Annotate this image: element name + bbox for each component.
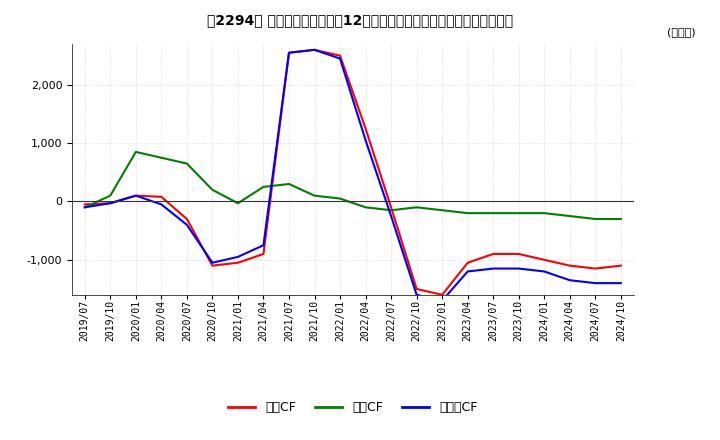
投資CF	[464, 210, 472, 216]
投資CF	[106, 193, 114, 198]
フリーCF	[489, 266, 498, 271]
投資CF	[413, 205, 421, 210]
投資CF	[310, 193, 319, 198]
Text: 【2294】 キャッシュフローの12か月移動合計の対前年同期増減額の推移: 【2294】 キャッシュフローの12か月移動合計の対前年同期増減額の推移	[207, 13, 513, 27]
営業CF	[208, 263, 217, 268]
投資CF	[336, 196, 344, 201]
営業CF	[565, 263, 574, 268]
営業CF	[413, 286, 421, 292]
投資CF	[361, 205, 370, 210]
フリーCF	[591, 280, 600, 286]
営業CF	[438, 292, 446, 297]
営業CF	[361, 126, 370, 131]
営業CF	[540, 257, 549, 262]
フリーCF	[132, 193, 140, 198]
フリーCF	[81, 205, 89, 210]
Legend: 営業CF, 投資CF, フリーCF: 営業CF, 投資CF, フリーCF	[222, 396, 483, 419]
投資CF	[208, 187, 217, 192]
フリーCF	[183, 222, 192, 227]
フリーCF	[310, 47, 319, 52]
営業CF	[132, 193, 140, 198]
フリーCF	[565, 278, 574, 283]
フリーCF	[284, 50, 293, 55]
営業CF	[591, 266, 600, 271]
フリーCF	[464, 269, 472, 274]
営業CF	[464, 260, 472, 265]
フリーCF	[361, 138, 370, 143]
投資CF	[157, 155, 166, 160]
投資CF	[132, 149, 140, 154]
Text: (百万円): (百万円)	[667, 27, 696, 37]
営業CF	[489, 251, 498, 257]
投資CF	[489, 210, 498, 216]
投資CF	[284, 181, 293, 187]
投資CF	[616, 216, 625, 222]
フリーCF	[438, 298, 446, 303]
フリーCF	[514, 266, 523, 271]
Line: 営業CF: 営業CF	[85, 50, 621, 295]
投資CF	[259, 184, 268, 190]
フリーCF	[208, 260, 217, 265]
投資CF	[183, 161, 192, 166]
営業CF	[157, 194, 166, 199]
Line: フリーCF: フリーCF	[85, 50, 621, 301]
営業CF	[233, 260, 242, 265]
営業CF	[81, 202, 89, 207]
営業CF	[616, 263, 625, 268]
投資CF	[591, 216, 600, 222]
フリーCF	[233, 254, 242, 260]
フリーCF	[259, 242, 268, 248]
営業CF	[259, 251, 268, 257]
営業CF	[284, 50, 293, 55]
投資CF	[81, 205, 89, 210]
フリーCF	[616, 280, 625, 286]
営業CF	[183, 216, 192, 222]
営業CF	[336, 53, 344, 59]
投資CF	[565, 213, 574, 219]
フリーCF	[157, 202, 166, 207]
フリーCF	[540, 269, 549, 274]
投資CF	[540, 210, 549, 216]
フリーCF	[106, 201, 114, 206]
投資CF	[514, 210, 523, 216]
投資CF	[438, 208, 446, 213]
投資CF	[233, 201, 242, 206]
フリーCF	[413, 292, 421, 297]
フリーCF	[336, 56, 344, 61]
営業CF	[514, 251, 523, 257]
Line: 投資CF: 投資CF	[85, 152, 621, 219]
営業CF	[310, 47, 319, 52]
営業CF	[387, 205, 395, 210]
フリーCF	[387, 213, 395, 219]
営業CF	[106, 201, 114, 206]
投資CF	[387, 208, 395, 213]
